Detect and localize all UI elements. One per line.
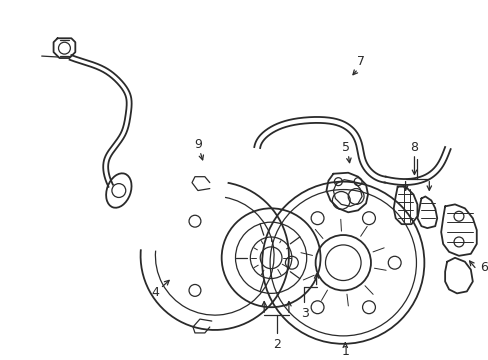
Text: 3: 3 bbox=[300, 307, 308, 320]
Text: 1: 1 bbox=[341, 345, 348, 358]
Text: 9: 9 bbox=[194, 138, 202, 150]
Text: 8: 8 bbox=[409, 140, 418, 153]
Text: 6: 6 bbox=[479, 261, 487, 274]
Text: 7: 7 bbox=[356, 55, 365, 68]
Text: 2: 2 bbox=[272, 338, 281, 351]
Text: 4: 4 bbox=[151, 286, 159, 299]
Text: 5: 5 bbox=[342, 140, 349, 153]
